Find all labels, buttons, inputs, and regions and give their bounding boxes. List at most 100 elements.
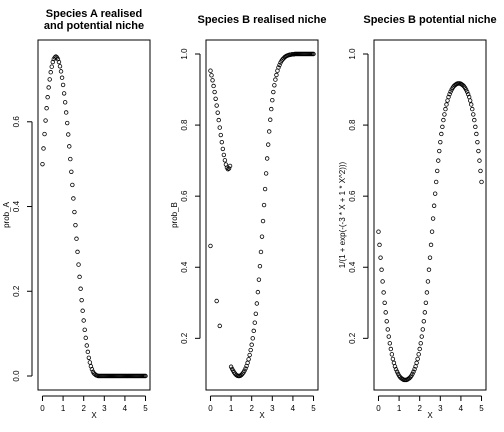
data-point	[40, 161, 45, 167]
data-point	[250, 336, 255, 341]
data-point	[143, 373, 148, 379]
chart-panel-2: Species B realised niche 0 1 2 3 4 5 X 0.2 0.4 0.6…	[170, 14, 327, 420]
data-point	[270, 98, 275, 103]
data-point	[222, 158, 228, 163]
data-point	[463, 87, 469, 92]
data-point	[412, 367, 417, 372]
data-point	[258, 249, 264, 255]
data-point	[80, 308, 85, 313]
data-point	[261, 202, 267, 208]
data-point	[470, 106, 475, 112]
data-point	[439, 131, 444, 137]
data-point	[268, 117, 273, 122]
data-point	[45, 95, 50, 100]
data-point	[276, 65, 281, 70]
data-point	[428, 242, 434, 248]
data-point	[213, 96, 218, 101]
data-point	[411, 369, 416, 374]
data-point	[246, 357, 251, 362]
data-point	[479, 179, 484, 185]
data-point	[448, 89, 453, 94]
data-point	[379, 267, 384, 272]
data-point	[465, 91, 471, 97]
data-point	[73, 222, 78, 228]
data-point	[248, 347, 253, 353]
data-point	[256, 277, 262, 282]
x-tick-label: 3	[270, 404, 275, 413]
data-point	[259, 234, 265, 239]
data-point	[43, 118, 48, 123]
data-point	[311, 51, 316, 57]
x-tick-label: 2	[249, 404, 254, 413]
data-point	[253, 311, 259, 317]
x-tick-label: 3	[438, 404, 443, 413]
data-point	[469, 102, 474, 107]
data-point	[380, 279, 385, 284]
data-point	[71, 196, 76, 201]
data-point	[471, 112, 476, 117]
data-point	[391, 360, 397, 366]
data-point	[263, 171, 269, 176]
data-point	[254, 301, 260, 306]
x-tick-label: 1	[229, 404, 234, 413]
data-point	[392, 364, 398, 369]
plot-frame	[205, 39, 319, 391]
data-point	[477, 158, 482, 163]
x-tick-label: 2	[417, 404, 422, 413]
data-point	[419, 334, 424, 339]
x-tick-label: 5	[143, 404, 148, 413]
data-point	[420, 327, 425, 332]
data-point	[376, 229, 381, 234]
data-point	[444, 102, 449, 107]
y-tick-label: 0.6	[12, 116, 21, 128]
data-point	[221, 152, 227, 158]
data-point	[74, 236, 79, 241]
data-point	[267, 129, 272, 134]
data-point	[260, 218, 266, 224]
data-point	[70, 182, 75, 188]
data-point	[416, 352, 421, 357]
chart-panel-3: Species B potential niche 0 1 2 3 4 5 X 0.2 0.4 0.…	[338, 14, 497, 420]
data-point	[49, 64, 54, 69]
data-point	[83, 335, 88, 341]
data-point	[62, 100, 68, 105]
data-point	[59, 75, 65, 80]
data-point	[388, 346, 394, 352]
data-point	[243, 366, 248, 371]
data-point	[215, 110, 220, 115]
data-point	[82, 327, 87, 333]
x-tick-label: 4	[459, 404, 464, 413]
data-point	[417, 346, 422, 352]
y-tick-label: 0.4	[348, 261, 357, 273]
data-point	[426, 267, 432, 272]
data-point	[208, 68, 213, 73]
data-point	[389, 352, 395, 357]
data-point	[249, 342, 254, 347]
x-tick-label: 1	[397, 404, 402, 413]
y-tick-label: 1.0	[180, 48, 189, 60]
y-tick-label: 1.0	[348, 48, 357, 60]
data-point	[474, 131, 479, 137]
data-point	[383, 310, 388, 315]
data-point	[421, 319, 427, 324]
data-point	[431, 203, 437, 208]
data-point	[272, 83, 277, 88]
x-tick-label: 1	[61, 404, 66, 413]
data-point	[58, 69, 64, 74]
data-point	[78, 286, 83, 291]
data-point	[472, 117, 477, 123]
data-point	[473, 124, 478, 130]
data-point	[227, 163, 233, 169]
data-point	[212, 89, 217, 95]
chart-title: and potential niche	[44, 20, 144, 32]
x-tick-label: 0	[40, 404, 45, 413]
data-point	[67, 144, 72, 149]
data-point	[441, 117, 446, 123]
data-point	[214, 103, 219, 108]
data-point	[76, 262, 81, 267]
data-point	[476, 148, 481, 154]
data-point	[42, 131, 47, 137]
data-point	[220, 146, 226, 152]
data-point	[445, 98, 450, 103]
